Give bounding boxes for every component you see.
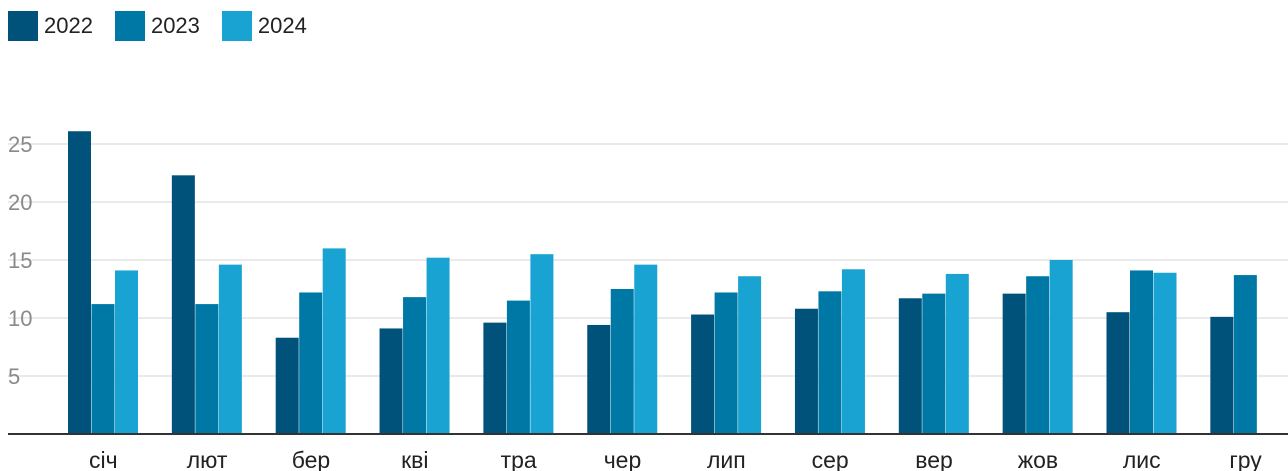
y-tick-label: 10 <box>8 306 32 331</box>
bar-2023-0 <box>91 304 115 434</box>
bar-2024-1 <box>218 264 242 434</box>
x-tick-label: січ <box>89 447 118 471</box>
bar-2023-1 <box>195 304 219 434</box>
bar-2023-2 <box>299 292 323 434</box>
bar-2023-10 <box>1130 270 1153 434</box>
bar-2022-0 <box>68 131 91 435</box>
bar-2023-11 <box>1233 275 1257 434</box>
x-tick-label: жов <box>1018 447 1058 471</box>
x-tick-label: кві <box>401 447 428 471</box>
bar-2023-3 <box>403 297 427 434</box>
x-tick-label: бер <box>292 447 331 471</box>
bar-2024-9 <box>1049 260 1073 434</box>
bar-2024-0 <box>115 270 138 434</box>
x-tick-label: лют <box>187 447 228 471</box>
bar-2024-5 <box>634 264 658 434</box>
bar-2023-5 <box>610 289 634 434</box>
legend-item-2023: 2023 <box>114 11 200 41</box>
bar-2022-11 <box>1210 316 1234 434</box>
bar-2023-7 <box>818 291 842 434</box>
bar-2022-5 <box>587 324 611 434</box>
y-tick-label: 5 <box>8 364 20 389</box>
bar-2024-6 <box>738 276 762 434</box>
bar-2024-4 <box>530 254 554 434</box>
bar-2022-2 <box>275 337 299 434</box>
bar-2022-9 <box>1002 293 1026 434</box>
x-tick-label: лип <box>707 447 746 471</box>
bar-2024-10 <box>1153 272 1177 434</box>
legend-swatch <box>8 11 38 41</box>
bar-2023-8 <box>922 293 946 434</box>
bar-2022-7 <box>794 308 818 434</box>
y-tick-label: 15 <box>8 248 32 273</box>
bar-2022-1 <box>171 175 195 434</box>
bar-2024-2 <box>322 248 346 434</box>
bar-2022-3 <box>379 328 403 434</box>
y-tick-label: 20 <box>8 190 32 215</box>
bar-2023-4 <box>506 300 530 434</box>
bar-2022-10 <box>1106 312 1130 434</box>
x-tick-label: чер <box>604 447 642 471</box>
bar-2022-8 <box>898 298 922 434</box>
x-tick-label: лис <box>1123 447 1161 471</box>
bar-2022-4 <box>483 322 507 434</box>
legend-label: 2022 <box>44 13 93 38</box>
bar-2024-7 <box>841 269 865 434</box>
y-tick-label: 25 <box>8 132 32 157</box>
bar-2022-6 <box>691 314 715 434</box>
legend-swatch <box>221 11 252 41</box>
bar-2023-6 <box>714 292 738 434</box>
x-tick-label: вер <box>915 447 953 471</box>
legend-swatch <box>114 11 145 41</box>
x-tick-label: гру <box>1229 447 1262 471</box>
legend-item-2022: 2022 <box>8 11 93 41</box>
bar-2023-9 <box>1026 276 1050 434</box>
bar-2024-3 <box>426 257 450 434</box>
legend-label: 2024 <box>257 13 307 38</box>
chart-legend: 2022 2023 2024 <box>8 8 307 44</box>
x-tick-label: сер <box>812 447 849 471</box>
bar-2024-8 <box>945 273 969 434</box>
x-tick-label: тра <box>501 447 537 471</box>
legend-label: 2023 <box>150 13 200 38</box>
legend-item-2024: 2024 <box>221 11 307 41</box>
